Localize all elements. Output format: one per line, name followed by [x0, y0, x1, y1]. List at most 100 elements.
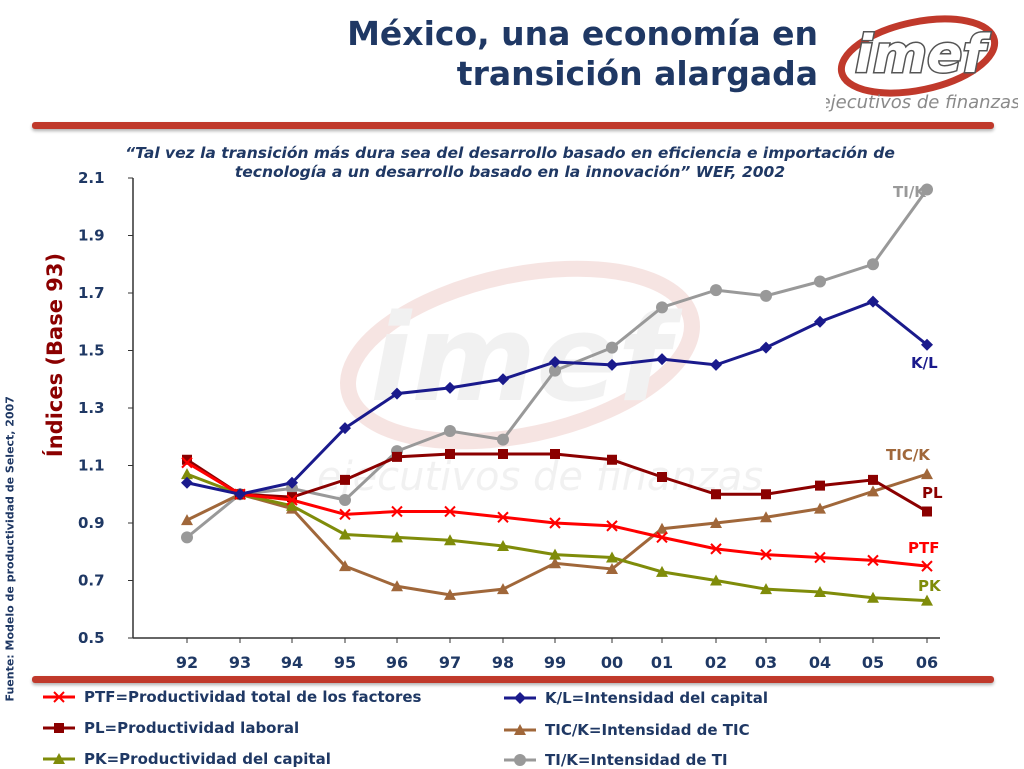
end-label-tic-k: TIC/K	[886, 446, 931, 464]
x-tick-label: 99	[544, 653, 566, 672]
x-tick-label: 95	[334, 653, 356, 672]
data-point-k-l	[921, 338, 933, 351]
data-point-k-l	[286, 476, 298, 489]
legend-item-k-l: K/L=Intensidad del capital	[503, 689, 768, 707]
legend-item-ptf: PTF=Productividad total de los factores	[42, 688, 421, 706]
data-point-pl	[922, 506, 932, 517]
data-point-ptf	[760, 548, 772, 561]
data-point-pl	[657, 472, 667, 482]
legend-label-ptf: PTF=Productividad total de los factores	[84, 688, 422, 706]
x-tick-label: 98	[492, 653, 514, 672]
data-point-tic-k	[921, 468, 933, 480]
legend-swatch-marker	[53, 753, 65, 764]
wef-quote: “Tal vez la transición más dura sea del …	[70, 144, 950, 182]
line-chart: imef ejecutivos de finanzas Índices (Bas…	[42, 169, 943, 672]
data-point-ptf	[549, 517, 561, 529]
data-point-pk	[444, 534, 456, 546]
data-point-ti-k	[549, 364, 561, 377]
data-point-ti-k	[497, 433, 509, 446]
data-point-pk	[656, 565, 668, 577]
data-point-ti-k	[339, 494, 351, 506]
end-label-ti-k: TI/K	[893, 183, 927, 201]
data-point-tic-k	[549, 557, 561, 569]
data-point-pl	[498, 449, 508, 459]
data-point-pl	[392, 451, 402, 462]
data-point-ptf	[339, 508, 351, 521]
data-point-tic-k	[710, 517, 722, 528]
x-tick-label: 97	[439, 653, 461, 672]
data-point-pk	[867, 591, 879, 603]
imef-logo: imef ejecutivos de finanzas	[826, 15, 1018, 113]
data-point-k-l	[760, 341, 772, 354]
data-point-tic-k	[444, 588, 456, 600]
data-point-pk	[339, 528, 351, 540]
data-point-pk	[286, 499, 298, 511]
y-axis-label: Índices (Base 93)	[42, 253, 67, 457]
watermark-text: imef	[370, 290, 683, 429]
legend-label-tic-k: TIC/K=Intensidad de TIC	[545, 721, 750, 739]
data-point-tic-k	[760, 511, 772, 523]
data-point-pl	[340, 474, 350, 485]
y-tick-label: 1.5	[78, 342, 105, 360]
data-point-pl	[711, 489, 721, 500]
data-point-ptf	[444, 505, 456, 518]
series-pk	[181, 468, 933, 606]
legend-swatch-k-l	[504, 692, 536, 704]
legend-swatch-marker	[514, 754, 526, 766]
legend-swatch-ti-k	[504, 754, 536, 766]
data-point-ptf	[710, 543, 722, 555]
wef-quote-line-2: tecnología a un desarrollo basado en la …	[234, 163, 786, 181]
data-point-pl	[287, 492, 297, 503]
x-tick-label: 01	[651, 653, 673, 672]
data-point-ti-k	[814, 275, 826, 288]
data-point-k-l	[814, 315, 826, 328]
series-ptf	[181, 456, 933, 572]
data-point-pl	[761, 489, 771, 500]
x-tick-label: 03	[755, 653, 777, 672]
chart-axes: 0.5 0.7 0.9 1.1 1.3 1.5 1.7 1.9 2.1 92 93 94 95 96 97 9…	[78, 169, 940, 672]
data-point-ti-k	[606, 341, 618, 354]
data-point-ti-k	[867, 258, 879, 271]
data-point-ti-k	[181, 531, 193, 544]
data-point-ptf	[181, 456, 193, 469]
y-tick-label: 0.9	[78, 514, 105, 532]
x-tick-label: 92	[176, 653, 198, 672]
imef-logo-text: imef	[855, 25, 991, 85]
y-tick-label: 1.1	[78, 457, 105, 475]
legend-swatch-pk	[43, 753, 75, 764]
data-point-ptf	[286, 494, 298, 506]
legend-swatch-tic-k	[504, 724, 536, 735]
legend-swatch-pl	[43, 723, 75, 733]
data-point-pk	[814, 586, 826, 597]
data-point-tic-k	[497, 583, 509, 595]
data-point-tic-k	[867, 485, 879, 497]
data-point-tic-k	[606, 563, 618, 574]
data-point-pl	[182, 454, 192, 465]
legend-swatch-ptf	[43, 691, 75, 703]
data-point-k-l	[497, 373, 509, 386]
end-label-pl: PL	[922, 484, 943, 502]
data-point-pk	[391, 531, 403, 543]
imef-logo-subtitle: ejecutivos de finanzas	[826, 92, 1018, 113]
legend-label-pk: PK=Productividad del capital	[84, 750, 331, 768]
data-point-ti-k	[656, 301, 668, 314]
end-label-ptf: PTF	[908, 539, 939, 557]
legend-label-k-l: K/L=Intensidad del capital	[545, 689, 769, 707]
data-point-pk	[710, 574, 722, 586]
x-tick-label: 00	[601, 653, 623, 672]
chart-end-labels: TI/K K/L TIC/K PL PTF PK	[886, 183, 943, 595]
data-point-k-l	[606, 358, 618, 371]
data-point-k-l	[444, 381, 456, 394]
legend-item-ti-k: TI/K=Intensidad de TI	[503, 751, 728, 769]
data-point-ptf	[497, 511, 509, 523]
slide-title: México, una economía en transición alarg…	[347, 14, 818, 94]
legend-item-tic-k: TIC/K=Intensidad de TIC	[503, 721, 750, 739]
data-point-k-l	[234, 488, 246, 501]
y-tick-label: 1.3	[78, 399, 105, 417]
legend-swatch-marker	[53, 691, 65, 703]
data-point-pk	[497, 540, 509, 551]
slide-title-line-2: transición alargada	[456, 54, 818, 93]
end-label-k-l: K/L	[911, 354, 938, 372]
data-point-ti-k	[921, 183, 933, 196]
legend-label-ti-k: TI/K=Intensidad de TI	[545, 751, 728, 769]
